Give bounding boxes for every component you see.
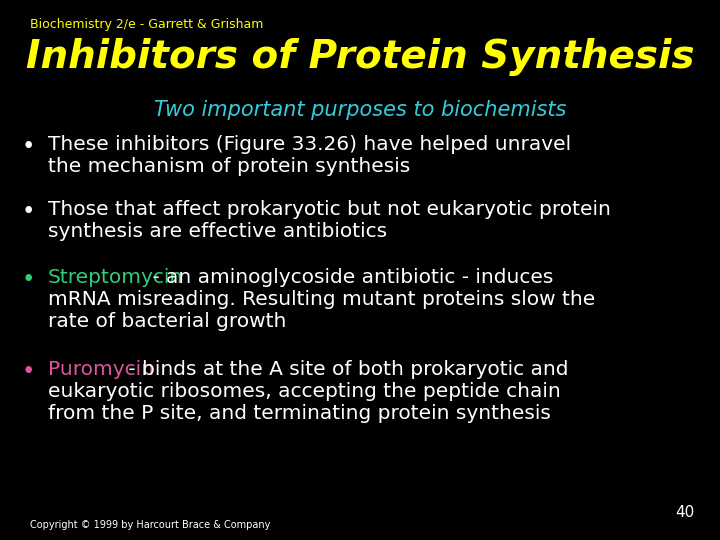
- Text: the mechanism of protein synthesis: the mechanism of protein synthesis: [48, 157, 410, 176]
- Text: synthesis are effective antibiotics: synthesis are effective antibiotics: [48, 222, 387, 241]
- Text: Inhibitors of Protein Synthesis: Inhibitors of Protein Synthesis: [26, 38, 694, 76]
- Text: Copyright © 1999 by Harcourt Brace & Company: Copyright © 1999 by Harcourt Brace & Com…: [30, 520, 271, 530]
- Text: Those that affect prokaryotic but not eukaryotic protein: Those that affect prokaryotic but not eu…: [48, 200, 611, 219]
- Text: Biochemistry 2/e - Garrett & Grisham: Biochemistry 2/e - Garrett & Grisham: [30, 18, 264, 31]
- Text: from the P site, and terminating protein synthesis: from the P site, and terminating protein…: [48, 404, 551, 423]
- Text: 40: 40: [676, 505, 695, 520]
- Text: •: •: [22, 360, 35, 383]
- Text: •: •: [22, 135, 35, 158]
- Text: Puromycin: Puromycin: [48, 360, 154, 379]
- Text: These inhibitors (Figure 33.26) have helped unravel: These inhibitors (Figure 33.26) have hel…: [48, 135, 571, 154]
- Text: - binds at the A site of both prokaryotic and: - binds at the A site of both prokaryoti…: [122, 360, 568, 379]
- Text: •: •: [22, 200, 35, 223]
- Text: eukaryotic ribosomes, accepting the peptide chain: eukaryotic ribosomes, accepting the pept…: [48, 382, 561, 401]
- Text: Two important purposes to biochemists: Two important purposes to biochemists: [154, 100, 566, 120]
- Text: •: •: [22, 268, 35, 291]
- Text: Streptomycin: Streptomycin: [48, 268, 184, 287]
- Text: rate of bacterial growth: rate of bacterial growth: [48, 312, 287, 331]
- Text: - an aminoglycoside antibiotic - induces: - an aminoglycoside antibiotic - induces: [146, 268, 554, 287]
- Text: mRNA misreading. Resulting mutant proteins slow the: mRNA misreading. Resulting mutant protei…: [48, 290, 595, 309]
